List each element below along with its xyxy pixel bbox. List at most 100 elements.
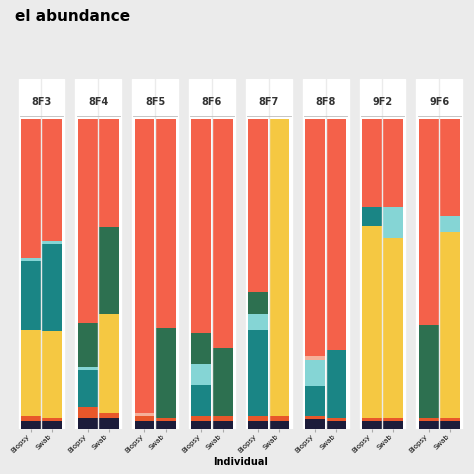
Bar: [156, 328, 176, 418]
Bar: [327, 421, 346, 429]
Text: 8F7: 8F7: [259, 97, 279, 107]
Bar: [440, 119, 460, 217]
Bar: [246, 79, 292, 429]
Bar: [21, 417, 41, 421]
Bar: [383, 238, 403, 418]
Bar: [42, 331, 62, 418]
Bar: [270, 417, 290, 421]
Bar: [21, 262, 41, 329]
Bar: [78, 418, 98, 429]
Bar: [304, 79, 347, 119]
Bar: [76, 79, 120, 119]
Bar: [21, 329, 41, 417]
Bar: [383, 119, 403, 207]
Bar: [270, 421, 290, 429]
Bar: [132, 79, 178, 429]
Bar: [362, 418, 382, 421]
Bar: [191, 333, 211, 364]
Bar: [327, 119, 346, 350]
Text: 8F5: 8F5: [145, 97, 165, 107]
Text: 8F4: 8F4: [88, 97, 109, 107]
Text: 8F8: 8F8: [316, 97, 336, 107]
Bar: [135, 119, 155, 413]
Bar: [248, 119, 268, 292]
Text: 9F6: 9F6: [429, 97, 449, 107]
Bar: [99, 314, 119, 413]
Bar: [305, 119, 325, 356]
Bar: [362, 226, 382, 418]
Bar: [362, 119, 382, 207]
Bar: [419, 421, 438, 429]
Bar: [191, 421, 211, 429]
Bar: [42, 119, 62, 241]
Bar: [247, 79, 291, 119]
Bar: [305, 360, 325, 386]
Bar: [78, 407, 98, 418]
Bar: [99, 228, 119, 314]
Bar: [305, 356, 325, 360]
Bar: [133, 79, 177, 119]
Bar: [248, 292, 268, 314]
Bar: [361, 79, 404, 119]
Bar: [383, 418, 403, 421]
Bar: [305, 419, 325, 429]
Bar: [248, 329, 268, 417]
Text: el abundance: el abundance: [15, 9, 130, 24]
Bar: [303, 79, 348, 429]
Bar: [419, 418, 438, 421]
Bar: [189, 79, 235, 429]
Bar: [191, 364, 211, 385]
Bar: [305, 416, 325, 419]
Bar: [360, 79, 405, 429]
Bar: [440, 421, 460, 429]
Bar: [78, 119, 98, 323]
Bar: [213, 119, 233, 348]
Bar: [305, 386, 325, 416]
Text: 9F2: 9F2: [373, 97, 392, 107]
Bar: [156, 421, 176, 429]
Bar: [18, 79, 64, 429]
Bar: [21, 119, 41, 258]
Bar: [156, 119, 176, 328]
Bar: [213, 417, 233, 421]
Bar: [42, 418, 62, 421]
Bar: [156, 418, 176, 421]
Bar: [135, 421, 155, 429]
Bar: [362, 207, 382, 226]
Bar: [383, 207, 403, 238]
Text: 8F6: 8F6: [202, 97, 222, 107]
Bar: [327, 350, 346, 418]
Bar: [419, 325, 438, 418]
Bar: [78, 323, 98, 367]
Bar: [99, 418, 119, 429]
Bar: [42, 245, 62, 331]
Bar: [213, 348, 233, 417]
Bar: [20, 79, 63, 119]
Bar: [191, 119, 211, 333]
Bar: [383, 421, 403, 429]
Bar: [135, 417, 155, 421]
Bar: [99, 119, 119, 228]
Bar: [248, 314, 268, 329]
Text: 8F3: 8F3: [31, 97, 52, 107]
Bar: [248, 421, 268, 429]
Bar: [417, 79, 462, 429]
Bar: [419, 119, 438, 325]
Bar: [78, 367, 98, 370]
Bar: [362, 421, 382, 429]
Bar: [440, 418, 460, 421]
Bar: [190, 79, 234, 119]
Bar: [440, 232, 460, 418]
Bar: [191, 385, 211, 417]
Bar: [99, 413, 119, 418]
Bar: [213, 421, 233, 429]
Bar: [270, 119, 290, 417]
Bar: [21, 421, 41, 429]
Bar: [135, 413, 155, 417]
Bar: [327, 418, 346, 421]
Bar: [191, 417, 211, 421]
Bar: [75, 79, 121, 429]
Bar: [78, 370, 98, 407]
Bar: [418, 79, 461, 119]
Bar: [42, 421, 62, 429]
